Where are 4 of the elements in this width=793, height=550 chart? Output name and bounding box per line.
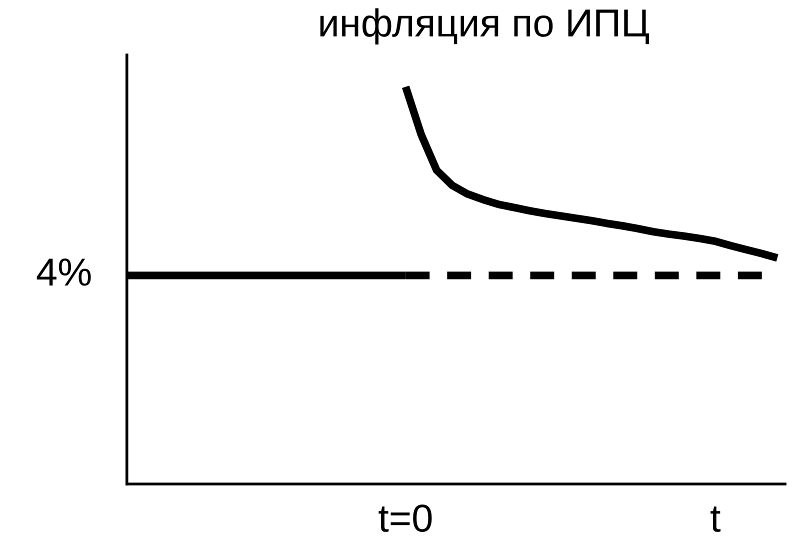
x-tick-label: t bbox=[710, 506, 720, 532]
x-tick-label: t=0 bbox=[378, 504, 432, 532]
chart-title: инфляция по ИПЦ bbox=[320, 8, 650, 44]
text: 4% bbox=[36, 258, 91, 286]
